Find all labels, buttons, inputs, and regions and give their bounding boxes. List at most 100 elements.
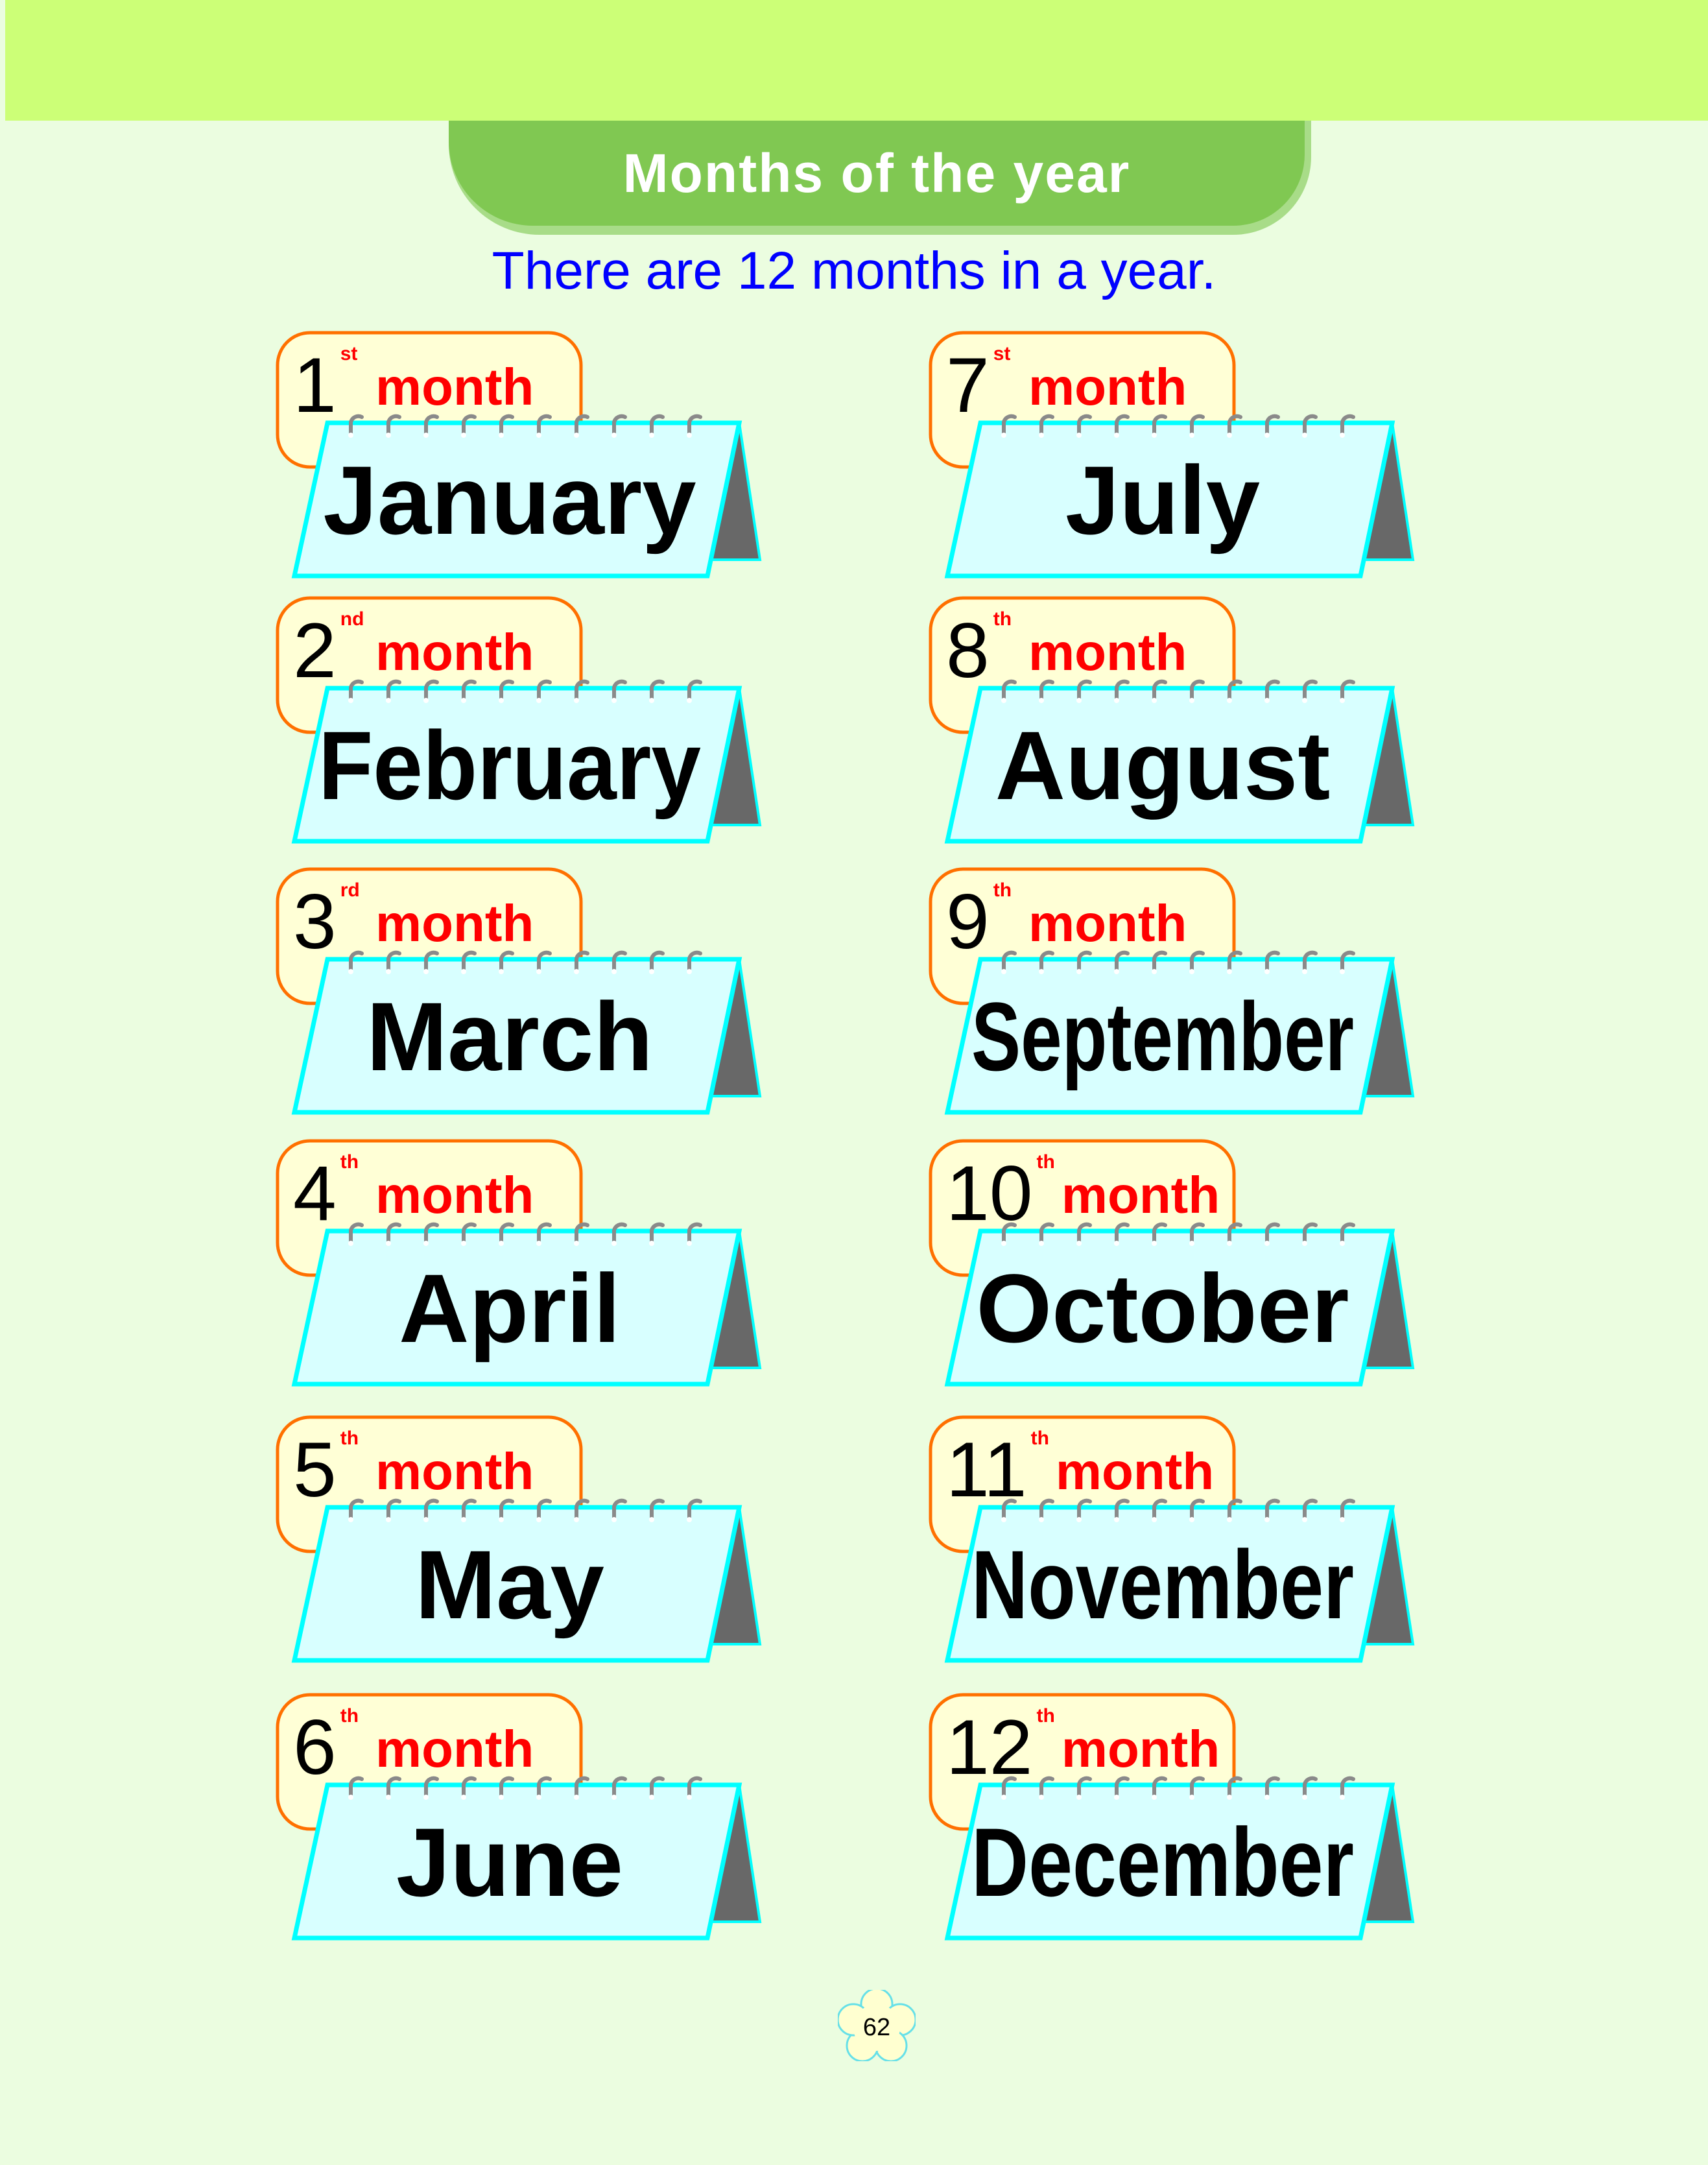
calendar-page xyxy=(944,1228,1395,1387)
calendar-page xyxy=(291,1228,742,1387)
spiral-ring-icon xyxy=(1002,679,1017,700)
ring-hole xyxy=(1001,433,1006,438)
ring-hole xyxy=(1189,433,1194,438)
spiral-ring-icon xyxy=(650,1222,665,1243)
ring-hole xyxy=(611,1517,617,1522)
spiral-ring-icon xyxy=(349,1222,364,1243)
ordinal-label: month xyxy=(1062,1166,1220,1224)
ring-hole xyxy=(1227,969,1232,974)
ring-hole xyxy=(1227,1517,1232,1522)
ring-hole xyxy=(687,1795,692,1800)
ring-hole xyxy=(348,698,353,703)
spiral-ring-icon xyxy=(1228,1222,1242,1243)
ring-hole xyxy=(1076,698,1082,703)
spiral-ring-icon xyxy=(499,1222,514,1243)
spiral-ring-icon xyxy=(1228,1498,1242,1519)
ring-hole xyxy=(611,698,617,703)
ordinal-number: 4 xyxy=(293,1150,337,1237)
month-name: June xyxy=(396,1808,623,1917)
spiral-ring-icon xyxy=(1039,679,1054,700)
spiral-ring-icon xyxy=(1265,950,1280,971)
spiral-ring-icon xyxy=(1077,1498,1092,1519)
ring-hole xyxy=(423,433,429,438)
ring-hole xyxy=(499,433,504,438)
spiral-ring-icon xyxy=(1115,1498,1130,1519)
ring-hole xyxy=(536,969,541,974)
ring-hole xyxy=(386,1795,391,1800)
ring-hole xyxy=(611,1795,617,1800)
spiral-ring-icon xyxy=(1265,1222,1280,1243)
ring-hole xyxy=(1076,969,1082,974)
ordinal-number: 6 xyxy=(293,1704,337,1791)
month-name: August xyxy=(995,711,1331,820)
spiral-ring-icon xyxy=(650,950,665,971)
ring-hole xyxy=(574,1241,579,1246)
ring-hole xyxy=(687,433,692,438)
spiral-ring-icon xyxy=(1077,950,1092,971)
ordinal-suffix: th xyxy=(1036,1705,1054,1727)
ring-hole xyxy=(1302,433,1307,438)
ring-hole xyxy=(1302,1241,1307,1246)
ring-hole xyxy=(1340,1795,1345,1800)
ring-hole xyxy=(1189,1241,1194,1246)
ring-hole xyxy=(1340,433,1345,438)
spiral-ring-icon xyxy=(650,1776,665,1797)
ordinal-suffix: nd xyxy=(340,608,364,630)
spiral-ring-icon xyxy=(424,1222,439,1243)
month-name: May xyxy=(415,1530,604,1639)
ring-hole xyxy=(1152,969,1157,974)
ring-hole xyxy=(574,969,579,974)
spiral-ring-icon xyxy=(687,1498,702,1519)
ring-hole xyxy=(1001,1795,1006,1800)
spiral-ring-icon xyxy=(386,1776,401,1797)
spiral-ring-icon xyxy=(1152,1776,1167,1797)
spiral-ring-icon xyxy=(575,1222,589,1243)
ring-hole xyxy=(1264,1241,1270,1246)
ring-hole xyxy=(1264,969,1270,974)
spiral-ring-icon xyxy=(1340,1776,1355,1797)
calendar-page xyxy=(291,420,742,579)
ring-hole xyxy=(1039,969,1044,974)
spiral-ring-icon xyxy=(499,414,514,435)
spiral-ring-icon xyxy=(462,1222,477,1243)
ring-hole xyxy=(1264,433,1270,438)
spiral-ring-icon xyxy=(1190,679,1205,700)
ring-hole xyxy=(348,969,353,974)
ring-hole xyxy=(1076,1795,1082,1800)
ring-hole xyxy=(1264,1795,1270,1800)
spiral-ring-icon xyxy=(1340,1498,1355,1519)
ring-hole xyxy=(649,698,654,703)
ordinal-number: 3 xyxy=(293,878,337,965)
spiral-ring-icon xyxy=(537,1776,552,1797)
ordinal-suffix: th xyxy=(1036,1151,1054,1173)
calendar-page xyxy=(944,1505,1395,1663)
ring-hole xyxy=(1340,1517,1345,1522)
ring-hole xyxy=(423,698,429,703)
spiral-ring-icon xyxy=(1152,950,1167,971)
calendar-page xyxy=(944,420,1395,579)
spiral-ring-icon xyxy=(612,414,627,435)
ring-hole xyxy=(461,969,466,974)
calendar-page xyxy=(944,1782,1395,1941)
spiral-ring-icon xyxy=(1303,1222,1318,1243)
ring-hole xyxy=(423,1795,429,1800)
spiral-ring-icon xyxy=(1152,1498,1167,1519)
spiral-ring-icon xyxy=(575,679,589,700)
ring-hole xyxy=(348,1241,353,1246)
spiral-ring-icon xyxy=(1077,1776,1092,1797)
ordinal-suffix: st xyxy=(993,343,1011,365)
ring-hole xyxy=(461,1795,466,1800)
ring-hole xyxy=(499,1241,504,1246)
page-number: 62 xyxy=(863,2014,890,2041)
ordinal-suffix: th xyxy=(993,608,1012,630)
spiral-ring-icon xyxy=(462,679,477,700)
ring-hole xyxy=(1227,1241,1232,1246)
spiral-ring-icon xyxy=(1039,950,1054,971)
spiral-ring-icon xyxy=(1190,1498,1205,1519)
ring-hole xyxy=(1114,698,1119,703)
spiral-ring-icon xyxy=(575,1498,589,1519)
